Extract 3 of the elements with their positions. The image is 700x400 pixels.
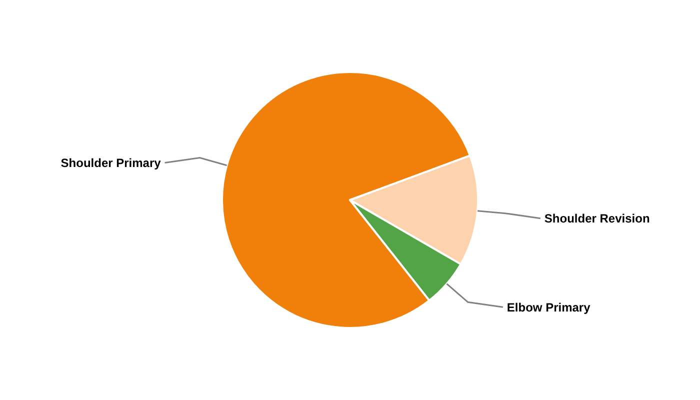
slice-label: Shoulder Primary (60, 156, 162, 170)
slice-label: Elbow Primary (506, 300, 591, 314)
slice-label: Shoulder Revision (544, 212, 650, 226)
